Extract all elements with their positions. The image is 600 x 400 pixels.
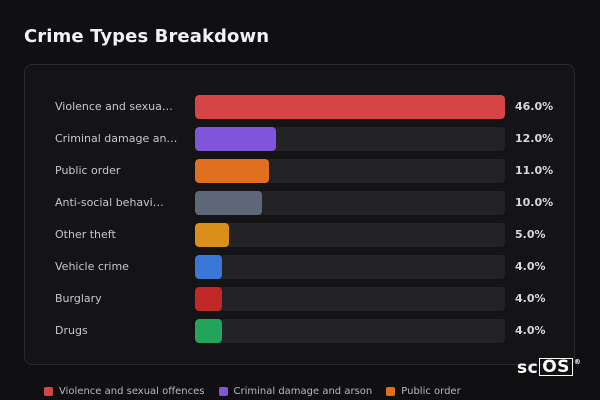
bar	[195, 159, 270, 183]
legend-item: Criminal damage and arson	[218, 386, 373, 397]
bar-track	[195, 255, 505, 279]
legend-swatch	[218, 387, 228, 396]
bar	[195, 191, 263, 215]
chart-panel: Violence and sexua… 46.0% Criminal damage …	[24, 64, 575, 365]
value-label: 4.0%	[515, 260, 546, 273]
bar-row: Vehicle crime 4.0%	[25, 255, 574, 279]
legend-item: Violence and sexual offences	[44, 386, 205, 397]
logo-text-sc: sc	[517, 358, 539, 378]
scos-logo: sc OS ®	[517, 358, 581, 378]
legend-item: Public order	[386, 386, 461, 397]
category-label: Drugs	[55, 324, 88, 337]
category-label: Anti-social behavi…	[55, 196, 164, 209]
bar-track	[195, 223, 505, 247]
registered-mark: ®	[573, 358, 582, 366]
value-label: 12.0%	[515, 132, 554, 145]
bar-row: Public order 11.0%	[25, 159, 574, 183]
value-label: 46.0%	[515, 100, 554, 113]
bar-track	[195, 95, 505, 119]
bar-row: Violence and sexua… 46.0%	[25, 95, 574, 119]
category-label: Violence and sexua…	[55, 100, 173, 113]
category-label: Criminal damage an…	[55, 132, 178, 145]
value-label: 10.0%	[515, 196, 554, 209]
category-label: Burglary	[55, 292, 102, 305]
bar	[195, 127, 276, 151]
legend-label: Violence and sexual offences	[59, 386, 205, 397]
bar-row: Drugs 4.0%	[25, 319, 574, 343]
chart-title: Crime Types Breakdown	[24, 26, 270, 47]
legend-label: Public order	[401, 386, 461, 397]
bar-track	[195, 127, 505, 151]
bar	[195, 255, 222, 279]
value-label: 4.0%	[515, 292, 546, 305]
bar	[195, 223, 229, 247]
bar-row: Burglary 4.0%	[25, 287, 574, 311]
bar-row: Other theft 5.0%	[25, 223, 574, 247]
legend-swatch	[386, 387, 396, 396]
value-label: 11.0%	[515, 164, 554, 177]
bar	[195, 319, 222, 343]
category-label: Public order	[55, 164, 121, 177]
chart-legend: Violence and sexual offences Criminal dam…	[44, 386, 461, 397]
category-label: Other theft	[55, 228, 116, 241]
bar	[195, 287, 222, 311]
logo-text-os: OS	[539, 358, 573, 376]
legend-swatch	[44, 387, 53, 396]
legend-label: Criminal damage and arson	[233, 386, 373, 397]
bar-row: Anti-social behavi… 10.0%	[25, 191, 574, 215]
value-label: 5.0%	[515, 228, 546, 241]
bar	[195, 95, 505, 119]
bar-track	[195, 159, 505, 183]
bar-track	[195, 191, 505, 215]
bar-track	[195, 319, 505, 343]
bar-row: Criminal damage an… 12.0%	[25, 127, 574, 151]
bar-track	[195, 287, 505, 311]
value-label: 4.0%	[515, 324, 546, 337]
category-label: Vehicle crime	[55, 260, 129, 273]
